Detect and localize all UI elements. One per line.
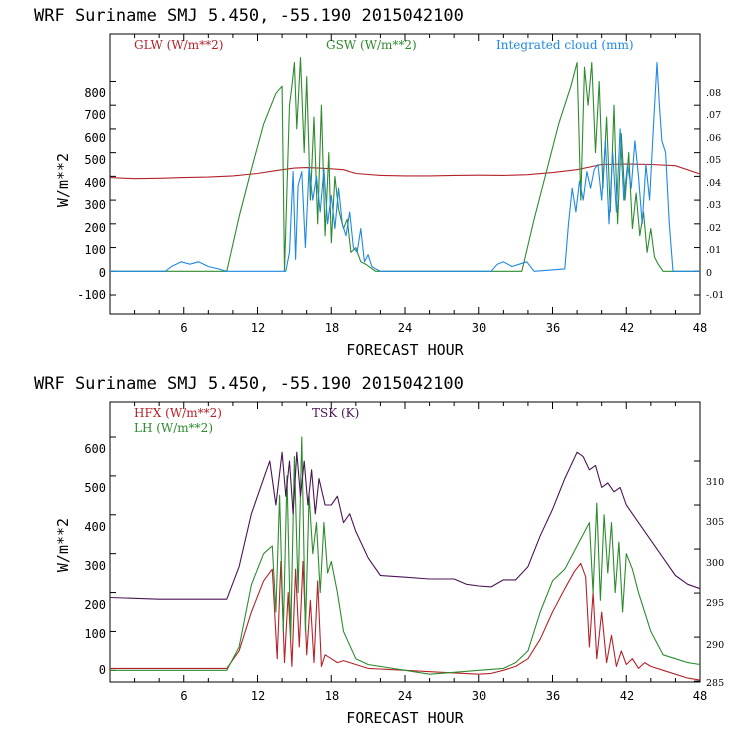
- x-tick-label: 6: [180, 689, 187, 703]
- x-tick-label: 24: [398, 321, 412, 335]
- legend-gsw: GSW (W/m**2): [326, 38, 417, 52]
- x-tick-label: 42: [620, 689, 634, 703]
- y-tick-label: 100: [84, 243, 106, 257]
- legend-tsk: TSK (K): [312, 406, 359, 420]
- y-tick-label: 600: [84, 131, 106, 145]
- axis-ticks: [110, 402, 700, 682]
- x-tick-label: 36: [546, 321, 560, 335]
- y-tick-label: 0: [99, 266, 106, 280]
- y2-tick-label: .04: [706, 178, 721, 189]
- y2-tick-label: .03: [706, 200, 721, 211]
- series-group: [109, 57, 701, 272]
- y2-tick-label: 285: [706, 678, 724, 689]
- y2-tick-label: 300: [706, 558, 724, 569]
- x-tick-label: 36: [546, 689, 560, 703]
- y2-tick-label: .02: [706, 223, 721, 234]
- x-tick-label: 18: [325, 689, 339, 703]
- y-axis-label: W/m**2: [54, 518, 72, 572]
- x-tick-label: 30: [472, 689, 486, 703]
- x-tick-label: 24: [398, 689, 412, 703]
- chart-radiation: WRF Suriname SMJ 5.450, -55.190 20150421…: [34, 6, 724, 359]
- y2-tick-label: .01: [706, 245, 721, 256]
- x-tick-label: 30: [472, 321, 486, 335]
- y-tick-label: 200: [84, 598, 106, 612]
- y2-tick-label: .06: [706, 133, 721, 144]
- x-axis-label: FORECAST HOUR: [346, 709, 464, 727]
- y-tick-label: 500: [84, 481, 106, 495]
- x-tick-label: 48: [693, 321, 707, 335]
- y-tick-label: 300: [84, 559, 106, 573]
- y2-tick-label: 305: [706, 517, 724, 528]
- series-line-integrated: [110, 61, 700, 272]
- legend-hfx: HFX (W/m**2): [134, 406, 222, 420]
- chart-title: WRF Suriname SMJ 5.450, -55.190 20150421…: [34, 374, 464, 394]
- series-group: [109, 436, 701, 681]
- y2-tick-label: 310: [706, 477, 724, 488]
- series-line-lh: [110, 436, 701, 675]
- x-tick-label: 12: [251, 321, 265, 335]
- x-tick-label: 48: [693, 689, 707, 703]
- legend-lh: LH (W/m**2): [134, 421, 213, 435]
- series-line-glw: [109, 163, 701, 180]
- y-tick-label: 500: [84, 153, 106, 167]
- y-tick-label: 800: [84, 86, 106, 100]
- x-tick-label: 12: [251, 689, 265, 703]
- x-tick-label: 18: [325, 321, 339, 335]
- y-tick-label: 700: [84, 108, 106, 122]
- y-tick-label: 200: [84, 221, 106, 235]
- y-tick-label: 400: [84, 520, 106, 534]
- y2-tick-label: 0: [706, 268, 712, 279]
- y-axis-label: W/m**2: [54, 153, 72, 207]
- y-tick-label: 0: [99, 663, 106, 677]
- y2-tick-label: -.01: [706, 290, 724, 301]
- series-line-hfx: [110, 560, 701, 681]
- axis-ticks: [110, 34, 700, 314]
- y2-tick-label: .08: [706, 88, 721, 99]
- x-axis-label: FORECAST HOUR: [346, 341, 464, 359]
- y2-tick-label: 295: [706, 598, 724, 609]
- y2-tick-label: .05: [706, 155, 721, 166]
- y-tick-label: 100: [84, 627, 106, 641]
- y-tick-label: 300: [84, 198, 106, 212]
- y2-tick-label: 290: [706, 640, 724, 651]
- y-tick-label: 400: [84, 176, 106, 190]
- legend-cloud: Integrated cloud (mm): [496, 38, 634, 52]
- chart-fluxes: WRF Suriname SMJ 5.450, -55.190 20150421…: [34, 374, 724, 727]
- y-tick-label: -100: [77, 288, 106, 302]
- x-tick-label: 6: [180, 321, 187, 335]
- x-tick-label: 42: [620, 321, 634, 335]
- y-tick-label: 600: [84, 442, 106, 456]
- y2-tick-label: .07: [706, 110, 721, 121]
- series-line-tsk: [109, 451, 701, 600]
- chart-title: WRF Suriname SMJ 5.450, -55.190 20150421…: [34, 6, 464, 26]
- legend-glw: GLW (W/m**2): [134, 38, 223, 52]
